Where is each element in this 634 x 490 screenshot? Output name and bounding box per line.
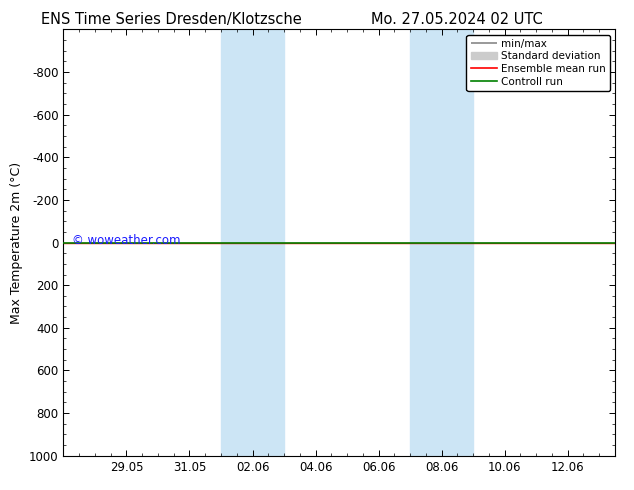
Legend: min/max, Standard deviation, Ensemble mean run, Controll run: min/max, Standard deviation, Ensemble me… bbox=[467, 35, 610, 91]
Bar bbox=[252, 29, 284, 456]
Y-axis label: Max Temperature 2m (°C): Max Temperature 2m (°C) bbox=[10, 162, 23, 323]
Bar bbox=[410, 29, 442, 456]
Text: Mo. 27.05.2024 02 UTC: Mo. 27.05.2024 02 UTC bbox=[371, 12, 542, 27]
Bar bbox=[221, 29, 252, 456]
Bar bbox=[442, 29, 473, 456]
Text: ENS Time Series Dresden/Klotzsche: ENS Time Series Dresden/Klotzsche bbox=[41, 12, 302, 27]
Text: © woweather.com: © woweather.com bbox=[72, 234, 180, 247]
